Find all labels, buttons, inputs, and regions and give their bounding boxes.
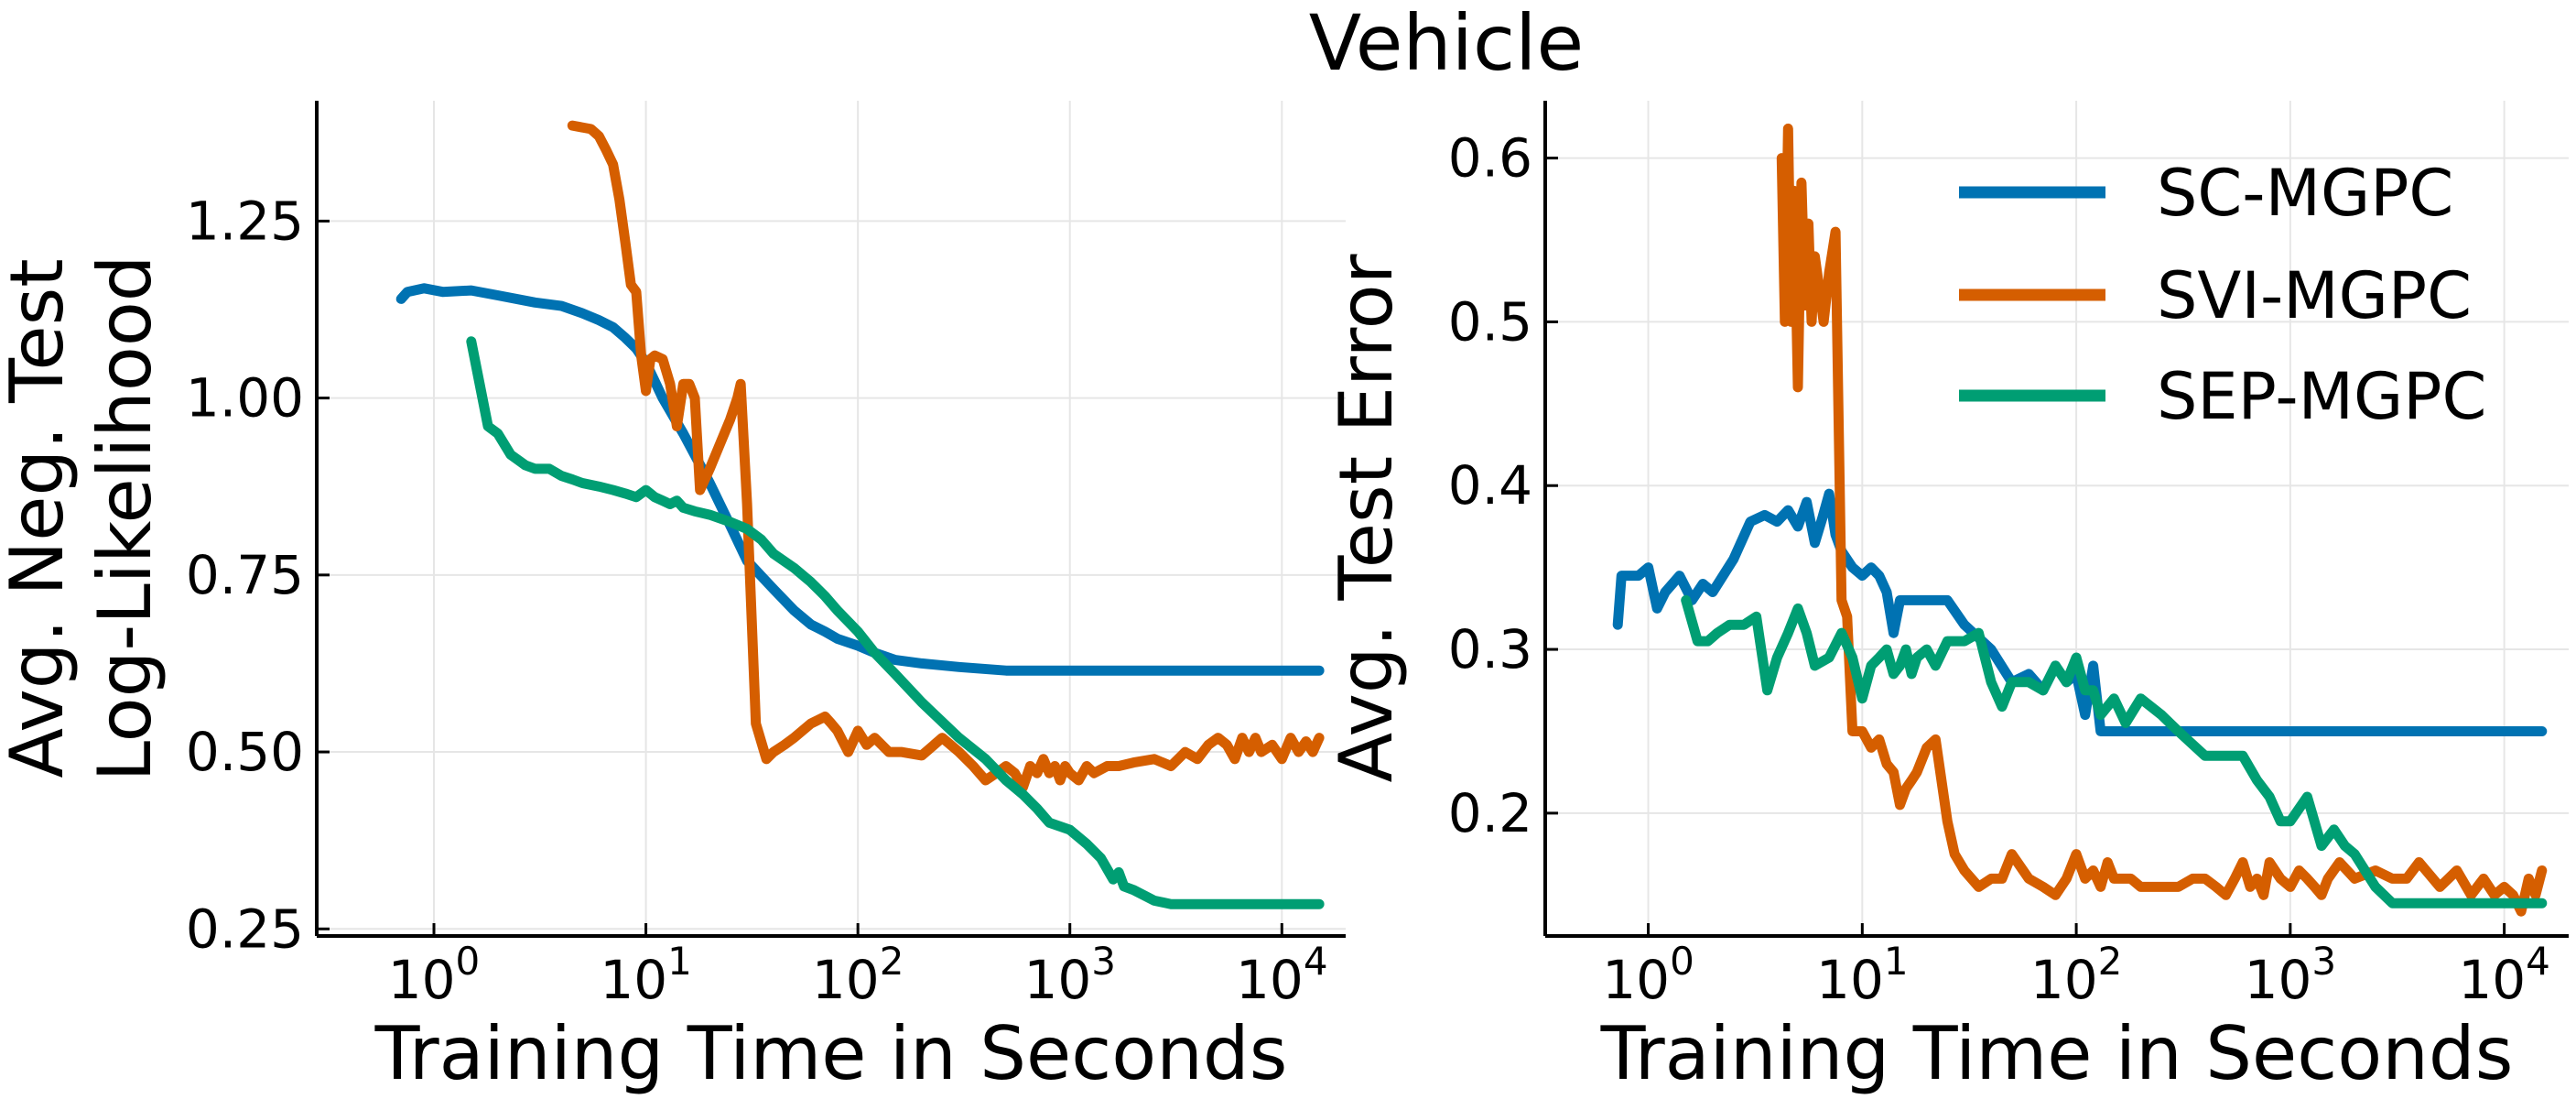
right-x-tick-label: 100: [1602, 939, 1694, 1011]
right-series-sep-mgpc: [1681, 594, 2548, 909]
legend-label-sep-mgpc: SEP-MGPC: [2157, 359, 2486, 434]
left-x-tick-label: 101: [600, 939, 692, 1011]
right-series-sc-mgpc: [1612, 488, 2548, 736]
left-plot: 100 101 102 103 104 0.25 0.50 0.75 1.00 1.25 Trai…: [0, 101, 1346, 1096]
legend: SC-MGPC SVI-MGPC SEP-MGPC: [1959, 156, 2486, 434]
left-y-tick-label: 1.00: [186, 367, 304, 430]
legend-entry-sc-mgpc: SC-MGPC: [1959, 156, 2453, 231]
left-x-axis-label: Training Time in Seconds: [374, 1011, 1288, 1096]
left-y-tick-label: 0.50: [186, 721, 304, 783]
legend-entry-svi-mgpc: SVI-MGPC: [1959, 258, 2472, 333]
left-y-axis-label-line2: Log-Likelihood: [82, 255, 168, 781]
right-y-axis-label: Avg. Test Error: [1324, 254, 1409, 782]
legend-entry-sep-mgpc: SEP-MGPC: [1959, 359, 2486, 434]
legend-label-svi-mgpc: SVI-MGPC: [2157, 258, 2472, 333]
legend-label-sc-mgpc: SC-MGPC: [2157, 156, 2453, 231]
left-ticks: 100 101 102 103 104 0.25 0.50 0.75 1.00 1.25: [186, 190, 1328, 1011]
left-y-axis-label-line1: Avg. Neg. Test: [0, 258, 80, 778]
left-series-sc-mgpc: [395, 283, 1325, 676]
right-series-svi-mgpc: [1776, 123, 2548, 917]
left-series-svi-mgpc: [567, 120, 1325, 793]
right-y-tick-label: 0.3: [1448, 618, 1532, 680]
right-y-tick-label: 0.5: [1448, 290, 1532, 353]
right-x-tick-label: 103: [2245, 939, 2337, 1011]
right-plot: 100 101 102 103 104 0.2 0.3 0.4 0.5 0.6 Training …: [1324, 101, 2569, 1096]
right-x-tick-label: 102: [2030, 939, 2123, 1011]
right-x-axis-label: Training Time in Seconds: [1600, 1011, 2514, 1096]
left-y-tick-label: 0.25: [186, 898, 304, 960]
right-ticks: 100 101 102 103 104 0.2 0.3 0.4 0.5 0.6: [1448, 127, 2550, 1011]
left-y-tick-label: 0.75: [186, 544, 304, 606]
left-y-tick-label: 1.25: [186, 190, 304, 252]
right-y-tick-label: 0.6: [1448, 127, 1532, 190]
figure-title: Vehicle: [1309, 0, 1584, 88]
right-x-tick-label: 101: [1816, 939, 1909, 1011]
left-x-tick-label: 102: [812, 939, 904, 1011]
right-x-tick-label: 104: [2458, 939, 2550, 1011]
right-grid: [1545, 101, 2569, 936]
left-series: [395, 120, 1325, 909]
left-x-tick-label: 100: [388, 939, 481, 1011]
left-x-tick-label: 104: [1236, 939, 1328, 1011]
right-series: [1612, 123, 2548, 917]
right-y-tick-label: 0.2: [1448, 782, 1532, 844]
right-y-tick-label: 0.4: [1448, 454, 1532, 517]
left-x-tick-label: 103: [1023, 939, 1116, 1011]
left-grid: [317, 101, 1346, 936]
left-series-sep-mgpc: [466, 336, 1325, 909]
